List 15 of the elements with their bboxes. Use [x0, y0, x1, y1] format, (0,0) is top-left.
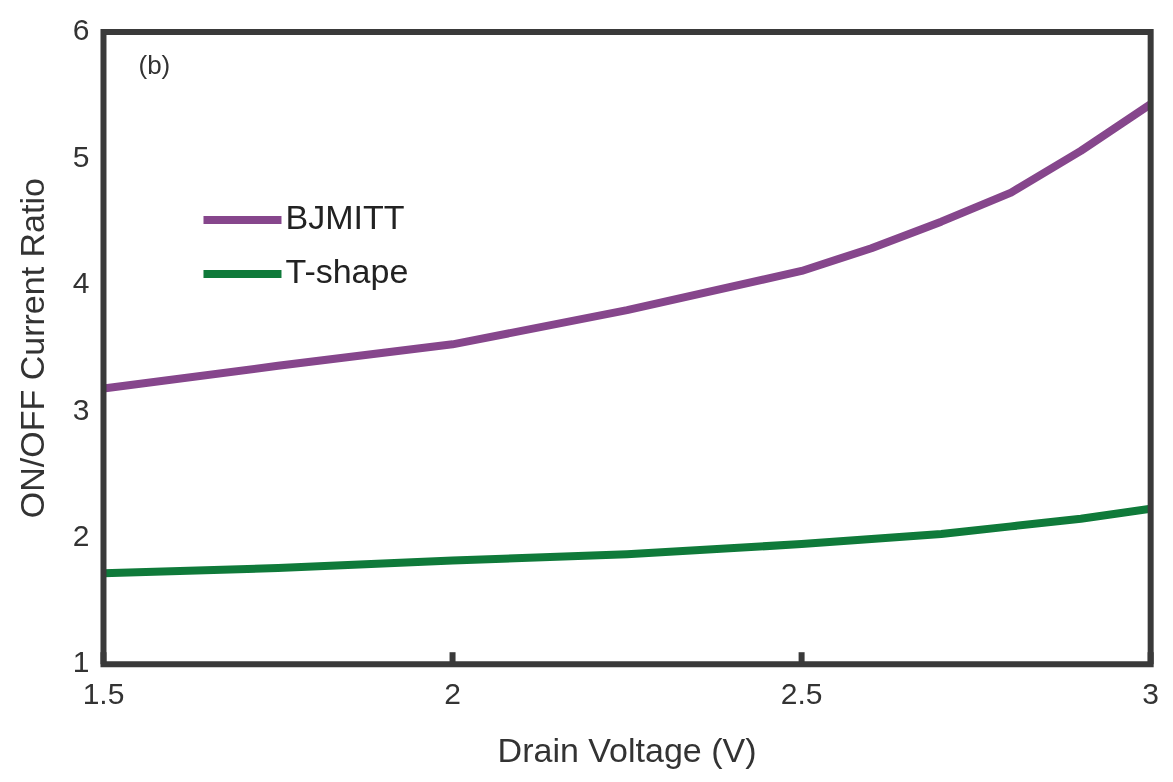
x-tick-label: 2.5	[780, 677, 823, 711]
x-tick-label: 1.5	[82, 677, 125, 711]
y-axis-title: ON/OFF Current Ratio	[12, 178, 51, 519]
annotation: (b)	[138, 50, 171, 81]
y-tick-label: 5	[72, 139, 90, 173]
y-tick-label: 1	[72, 645, 90, 679]
y-tick-label: 3	[72, 392, 90, 426]
x-tick-label: 3	[1142, 677, 1159, 711]
x-axis-title: Drain Voltage (V)	[497, 730, 757, 769]
y-tick-label: 2	[72, 519, 90, 553]
y-tick-label: 6	[72, 13, 90, 47]
legend-label: T-shape	[285, 252, 409, 291]
y-tick-label: 4	[72, 266, 90, 300]
x-tick-label: 2	[444, 677, 461, 711]
legend-label: BJMITT	[285, 198, 405, 237]
